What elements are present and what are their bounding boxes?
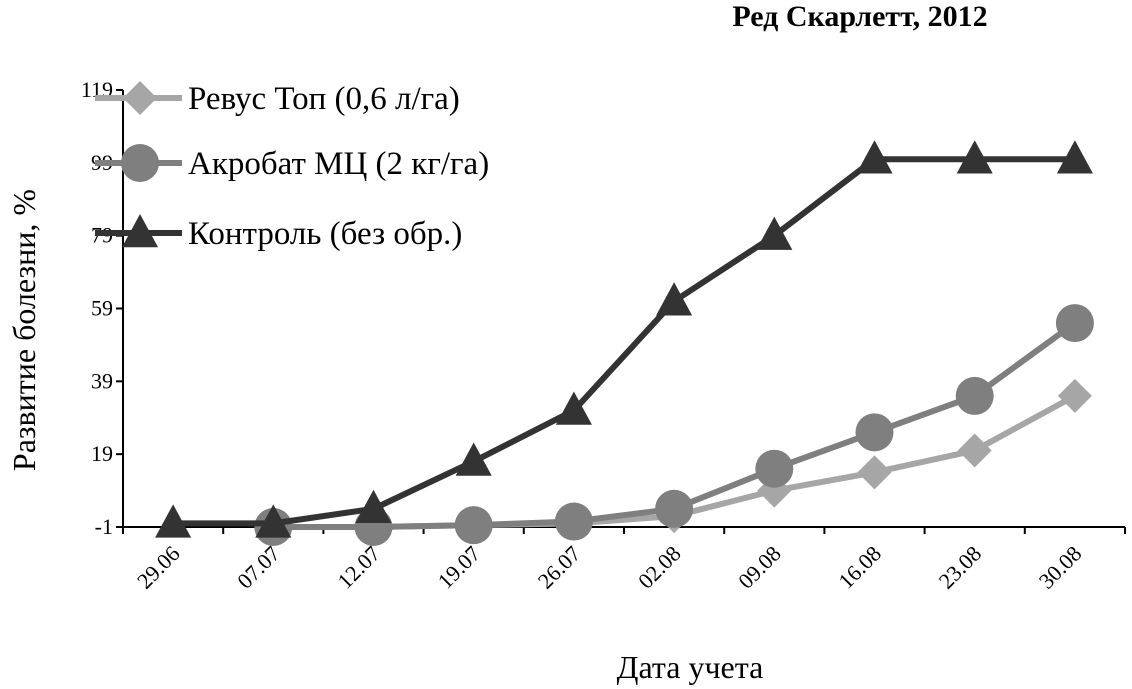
x-tick-label: 02.08 — [633, 541, 686, 594]
chart-title: Ред Скарлетт, 2012 — [732, 0, 987, 33]
x-tick-label: 16.08 — [833, 541, 886, 594]
x-tick-label: 26.07 — [533, 541, 586, 594]
data-point-triangle — [756, 216, 793, 250]
x-axis-label: Дата учета — [617, 649, 764, 685]
data-point-triangle — [255, 504, 292, 538]
x-tick-label: 07.07 — [232, 541, 285, 594]
x-tick-label: 12.07 — [332, 541, 385, 594]
legend-item: Ревус Топ (0,6 л/га) — [95, 81, 460, 117]
series-layer — [155, 140, 1094, 546]
x-tick-label: 30.08 — [1034, 541, 1087, 594]
data-point-circle — [1055, 304, 1094, 343]
series-circle — [254, 304, 1094, 546]
data-point-circle — [554, 502, 593, 541]
data-point-triangle — [1056, 140, 1093, 174]
data-point-circle — [454, 506, 493, 545]
y-tick-label: 39 — [91, 368, 113, 393]
legend-item: Акробат МЦ (2 кг/га) — [95, 144, 489, 182]
data-point-circle — [855, 413, 894, 452]
data-point-triangle — [956, 140, 993, 174]
legend-marker-circle — [121, 144, 159, 182]
y-tick-label: -1 — [95, 514, 113, 539]
y-axis-ticks: -11939597999119 — [81, 77, 123, 539]
x-tick-label: 09.08 — [733, 541, 786, 594]
legend-item: Контроль (без обр.) — [95, 214, 462, 252]
legend-marker-diamond — [123, 81, 157, 115]
data-point-triangle — [455, 442, 492, 476]
y-axis-label: Развитие болезни, % — [6, 189, 42, 471]
y-tick-label: 19 — [91, 441, 113, 466]
legend: Ревус Топ (0,6 л/га) Акробат МЦ (2 кг/га)… — [95, 81, 489, 252]
legend-marker-triangle — [121, 214, 159, 248]
data-point-triangle — [155, 504, 192, 538]
data-point-diamond — [857, 455, 892, 490]
y-tick-label: 59 — [91, 296, 113, 321]
data-point-circle — [955, 376, 994, 415]
legend-label: Ревус Топ (0,6 л/га) — [188, 81, 460, 117]
x-tick-label: 19.07 — [433, 541, 486, 594]
x-tick-label: 29.06 — [132, 541, 185, 594]
data-point-triangle — [555, 391, 592, 425]
data-point-triangle — [856, 140, 893, 174]
data-point-circle — [755, 449, 794, 488]
data-point-triangle — [656, 282, 693, 316]
data-point-circle — [655, 489, 694, 528]
data-point-diamond — [957, 433, 992, 468]
series-line — [173, 156, 1075, 527]
legend-label: Акробат МЦ (2 кг/га) — [188, 146, 489, 182]
series-triangle — [155, 140, 1093, 538]
x-tick-label: 23.08 — [934, 541, 987, 594]
data-point-triangle — [355, 489, 392, 524]
data-point-diamond — [1057, 378, 1092, 413]
legend-label: Контроль (без обр.) — [188, 216, 462, 252]
